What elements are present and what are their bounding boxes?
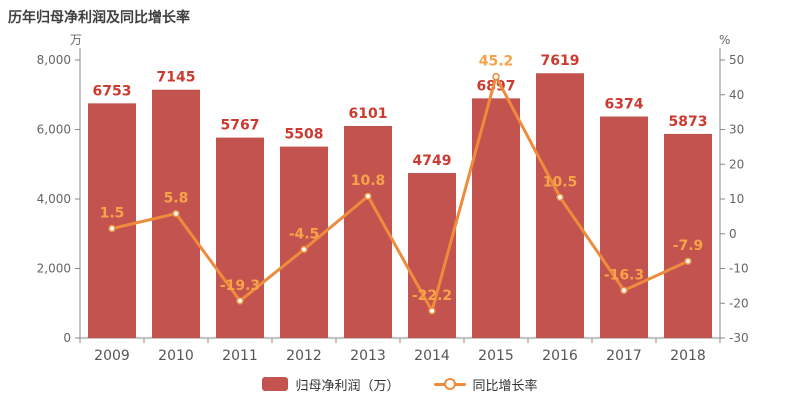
right-axis-tick-label: 0 bbox=[729, 227, 737, 241]
growth-value-label: 5.8 bbox=[164, 191, 189, 207]
bar[interactable] bbox=[536, 73, 584, 339]
bar-swatch-icon bbox=[262, 377, 289, 391]
growth-point[interactable] bbox=[364, 192, 372, 200]
bar-value-label: 4749 bbox=[413, 153, 452, 169]
growth-value-label: 45.2 bbox=[479, 54, 514, 70]
right-axis-tick-label: 30 bbox=[729, 123, 744, 137]
bar[interactable] bbox=[664, 133, 712, 338]
growth-point[interactable] bbox=[492, 72, 500, 81]
x-axis-category-label: 2016 bbox=[542, 348, 578, 364]
growth-line bbox=[110, 75, 690, 313]
chart-title: 历年归母净利润及同比增长率 bbox=[8, 10, 190, 26]
left-axis-unit: 万 bbox=[70, 33, 82, 47]
bar[interactable] bbox=[216, 137, 264, 338]
right-axis-tick-label: -30 bbox=[729, 331, 749, 345]
right-axis-tick-label: -20 bbox=[729, 296, 749, 310]
left-axis-tick-label: 4,000 bbox=[37, 192, 71, 206]
growth-value-label: -22.2 bbox=[412, 288, 452, 304]
growth-point[interactable] bbox=[236, 297, 244, 305]
bar-value-label: 5873 bbox=[669, 114, 708, 130]
bar-value-label: 5767 bbox=[221, 118, 260, 134]
left-axis-tick-label: 0 bbox=[63, 331, 71, 345]
line-marker-icon bbox=[433, 377, 466, 391]
x-axis-category-label: 2009 bbox=[94, 348, 130, 364]
x-axis-category-label: 2010 bbox=[158, 348, 194, 364]
right-axis-tick-label: -10 bbox=[729, 262, 749, 276]
bar[interactable] bbox=[88, 103, 136, 338]
left-axis-tick-label: 2,000 bbox=[37, 262, 71, 276]
bar-value-label: 7619 bbox=[541, 53, 580, 69]
bar-value-label: 6753 bbox=[93, 83, 132, 99]
legend-item-growth-rate[interactable]: 同比增长率 bbox=[433, 375, 538, 394]
growth-point[interactable] bbox=[108, 224, 116, 233]
right-axis-tick-label: 50 bbox=[729, 53, 744, 67]
x-axis-category-label: 2013 bbox=[350, 348, 386, 364]
x-axis-category-label: 2012 bbox=[286, 348, 322, 364]
growth-point[interactable] bbox=[556, 193, 564, 202]
axes: 8,0006,0004,0002,000050403020100-10-20-3… bbox=[37, 48, 749, 364]
right-axis-tick-label: 20 bbox=[729, 157, 744, 171]
growth-value-label: -4.5 bbox=[289, 226, 320, 242]
x-axis-category-label: 2018 bbox=[670, 348, 706, 364]
legend: 归母净利润（万） 同比增长率 bbox=[0, 373, 800, 395]
growth-value-label: -19.3 bbox=[220, 278, 260, 294]
growth-point[interactable] bbox=[684, 257, 692, 265]
bar[interactable] bbox=[600, 116, 648, 338]
bar-value-label: 5508 bbox=[285, 127, 324, 143]
right-axis-tick-label: 10 bbox=[729, 192, 744, 206]
x-axis-category-label: 2015 bbox=[478, 348, 514, 364]
line-series: 1.5 5.8 -19.3 -4.5 10.8 -22.2 45.2 10.5 -16.3 -7.… bbox=[100, 54, 704, 315]
bar-value-label: 6101 bbox=[349, 106, 388, 122]
growth-value-label: 10.8 bbox=[351, 173, 386, 189]
bar-value-label: 6897 bbox=[477, 78, 516, 94]
growth-point[interactable] bbox=[620, 286, 628, 295]
x-axis-category-label: 2017 bbox=[606, 348, 642, 364]
x-axis-category-label: 2011 bbox=[222, 348, 258, 364]
legend-label-growth-rate: 同比增长率 bbox=[472, 378, 538, 394]
left-axis-tick-label: 8,000 bbox=[37, 53, 71, 67]
bar-value-label: 7145 bbox=[157, 70, 196, 86]
growth-value-label: -16.3 bbox=[604, 267, 644, 283]
growth-point[interactable] bbox=[428, 307, 436, 315]
growth-point[interactable] bbox=[300, 245, 308, 254]
right-axis-tick-label: 40 bbox=[729, 88, 744, 102]
x-axis-category-label: 2014 bbox=[414, 348, 450, 364]
bar[interactable] bbox=[280, 146, 328, 338]
growth-point[interactable] bbox=[172, 209, 180, 218]
right-axis-unit: % bbox=[719, 33, 730, 47]
bar-value-label: 6374 bbox=[605, 97, 644, 113]
legend-item-net-profit[interactable]: 归母净利润（万） bbox=[262, 375, 400, 394]
bar-series: 6753 7145 5767 5508 6101 4749 6897 7619 6374 5873 bbox=[88, 53, 712, 339]
left-axis-tick-label: 6,000 bbox=[37, 123, 71, 137]
growth-value-label: 10.5 bbox=[543, 174, 578, 190]
legend-label-net-profit: 归母净利润（万） bbox=[295, 378, 400, 394]
growth-value-label: 1.5 bbox=[100, 206, 125, 222]
growth-value-label: -7.9 bbox=[673, 238, 704, 254]
bar[interactable] bbox=[344, 125, 392, 338]
